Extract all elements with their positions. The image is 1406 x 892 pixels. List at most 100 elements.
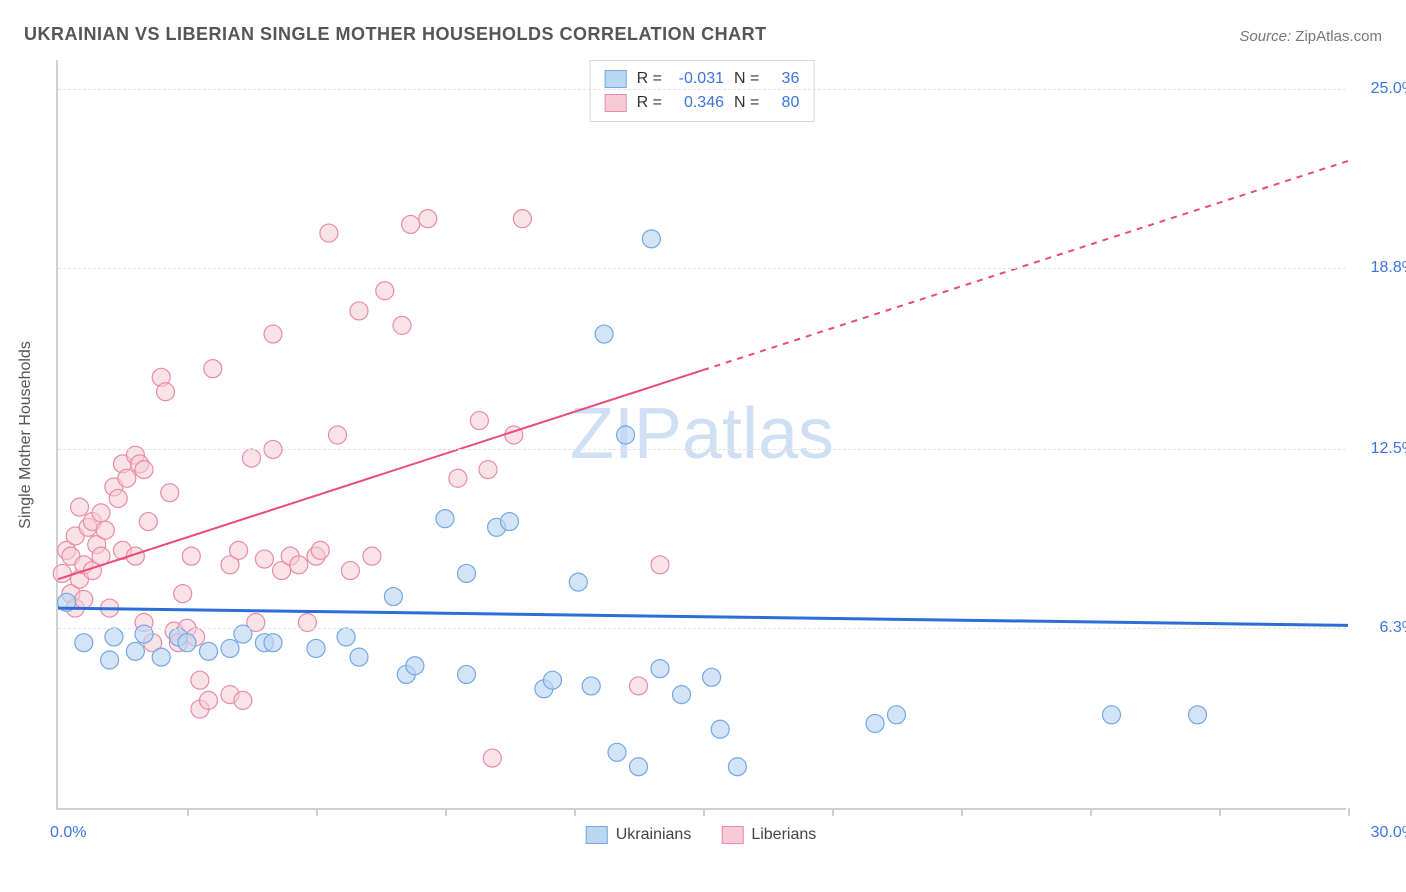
data-point — [320, 224, 338, 242]
data-point — [109, 489, 127, 507]
data-point — [501, 513, 519, 531]
x-tick — [1348, 808, 1350, 816]
data-point — [255, 550, 273, 568]
data-point — [479, 461, 497, 479]
data-point — [71, 498, 89, 516]
data-point — [337, 628, 355, 646]
x-tick — [1219, 808, 1221, 816]
gridline — [58, 89, 1346, 90]
source-name: ZipAtlas.com — [1295, 28, 1382, 45]
data-point — [204, 360, 222, 378]
x-tick — [703, 808, 705, 816]
data-point — [728, 758, 746, 776]
data-point — [221, 639, 239, 657]
data-point — [234, 691, 252, 709]
data-point — [384, 588, 402, 606]
data-point — [711, 720, 729, 738]
x-tick — [316, 808, 318, 816]
data-point — [230, 541, 248, 559]
data-point — [329, 426, 347, 444]
data-point — [651, 660, 669, 678]
data-point — [96, 521, 114, 539]
series-legend: Ukrainians Liberians — [586, 826, 817, 844]
x-tick — [187, 808, 189, 816]
y-tick-label: 12.5% — [1371, 440, 1406, 458]
data-point — [513, 210, 531, 228]
data-point — [1103, 706, 1121, 724]
y-tick-label: 6.3% — [1380, 619, 1406, 637]
data-point — [174, 585, 192, 603]
data-point — [118, 469, 136, 487]
plot-svg — [58, 60, 1348, 810]
data-point — [307, 639, 325, 657]
x-tick — [1090, 808, 1092, 816]
data-point — [101, 651, 119, 669]
data-point — [449, 469, 467, 487]
data-point — [651, 556, 669, 574]
data-point — [350, 648, 368, 666]
y-axis-label: Single Mother Households — [17, 341, 35, 529]
data-point — [161, 484, 179, 502]
data-point — [363, 547, 381, 565]
data-point — [595, 325, 613, 343]
legend-item-liberians: Liberians — [721, 826, 816, 844]
data-point — [406, 657, 424, 675]
data-point — [436, 510, 454, 528]
y-tick-label: 25.0% — [1371, 80, 1406, 98]
data-point — [191, 671, 209, 689]
data-point — [75, 590, 93, 608]
data-point — [419, 210, 437, 228]
data-point — [290, 556, 308, 574]
y-tick-label: 18.8% — [1371, 259, 1406, 277]
data-point — [642, 230, 660, 248]
data-point — [75, 634, 93, 652]
plot-area: Single Mother Households ZIPatlas R = -0… — [56, 60, 1346, 810]
legend-label-ukrainians: Ukrainians — [616, 826, 692, 844]
x-tick — [961, 808, 963, 816]
legend-label-liberians: Liberians — [751, 826, 816, 844]
data-point — [1189, 706, 1207, 724]
data-point — [105, 628, 123, 646]
gridline — [58, 268, 1346, 269]
swatch-liberians — [721, 826, 743, 844]
data-point — [617, 426, 635, 444]
source-label: Source: — [1239, 28, 1295, 45]
data-point — [393, 316, 411, 334]
gridline — [58, 628, 1346, 629]
data-point — [569, 573, 587, 591]
legend-item-ukrainians: Ukrainians — [586, 826, 692, 844]
x-tick — [832, 808, 834, 816]
data-point — [182, 547, 200, 565]
data-point — [673, 686, 691, 704]
x-tick — [574, 808, 576, 816]
chart-container: UKRAINIAN VS LIBERIAN SINGLE MOTHER HOUS… — [0, 0, 1406, 892]
data-point — [470, 412, 488, 430]
data-point — [402, 215, 420, 233]
trend-line-dashed — [703, 161, 1348, 370]
data-point — [311, 541, 329, 559]
data-point — [544, 671, 562, 689]
data-point — [200, 691, 218, 709]
data-point — [350, 302, 368, 320]
data-point — [608, 743, 626, 761]
data-point — [178, 634, 196, 652]
data-point — [264, 634, 282, 652]
data-point — [200, 642, 218, 660]
data-point — [582, 677, 600, 695]
data-point — [888, 706, 906, 724]
gridline — [58, 449, 1346, 450]
data-point — [630, 758, 648, 776]
data-point — [341, 562, 359, 580]
swatch-ukrainians — [586, 826, 608, 844]
trend-line-solid — [58, 370, 703, 579]
data-point — [92, 504, 110, 522]
data-point — [53, 564, 71, 582]
data-point — [152, 648, 170, 666]
data-point — [703, 668, 721, 686]
plot-box: ZIPatlas R = -0.031 N = 36 R = 0.346 N =… — [56, 60, 1346, 810]
data-point — [264, 325, 282, 343]
data-point — [135, 461, 153, 479]
chart-title: UKRAINIAN VS LIBERIAN SINGLE MOTHER HOUS… — [24, 24, 767, 45]
data-point — [458, 564, 476, 582]
data-point — [483, 749, 501, 767]
